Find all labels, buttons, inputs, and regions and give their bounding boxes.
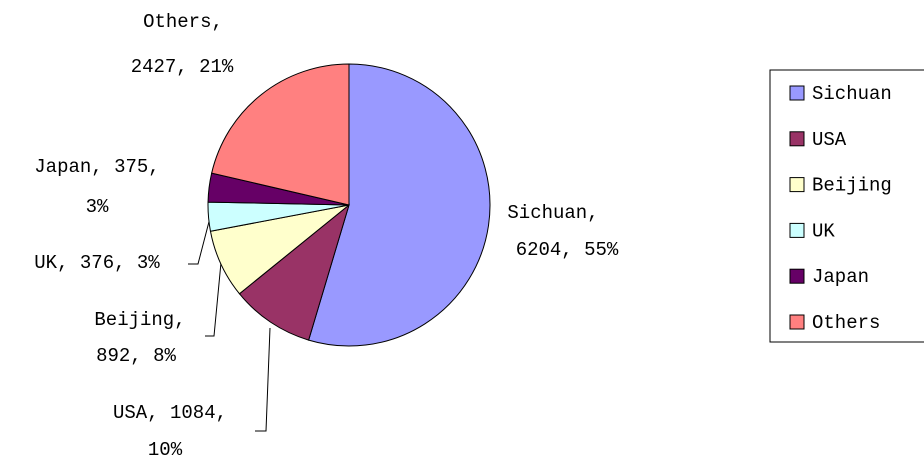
pie-slice	[238, 203, 350, 341]
leader-line	[255, 327, 271, 432]
legend-swatch	[789, 177, 805, 193]
legend-label: USA	[812, 129, 847, 151]
pie-slice	[308, 63, 491, 347]
legend-label: Japan	[812, 266, 869, 288]
data-label: 2427, 21%	[131, 56, 234, 78]
legend-swatch	[789, 268, 805, 284]
data-label: UK, 376, 3%	[34, 252, 160, 274]
data-label: Beijing,	[94, 309, 185, 331]
data-label: 3%	[86, 196, 109, 218]
data-label: Japan, 375,	[34, 156, 159, 178]
data-label: 6204, 55%	[516, 239, 619, 261]
data-label: Sichuan,	[507, 202, 598, 224]
leader-line	[205, 251, 223, 337]
legend-label: Others	[812, 312, 880, 334]
data-label: Others,	[143, 11, 223, 33]
data-label: 10%	[148, 439, 183, 461]
leader-line	[188, 213, 212, 265]
legend-swatch	[789, 222, 805, 238]
legend-swatch	[789, 85, 805, 101]
pie-slice	[211, 63, 350, 206]
legend-label: Beijing	[812, 175, 892, 197]
legend	[769, 69, 924, 343]
legend-label: Sichuan	[812, 83, 892, 105]
leader-lines	[188, 213, 271, 432]
legend-label: UK	[812, 220, 835, 242]
legend-swatch	[789, 131, 805, 147]
data-label: 892, 8%	[96, 345, 176, 367]
legend-swatch	[789, 314, 805, 330]
data-label: USA, 1084,	[113, 402, 227, 424]
